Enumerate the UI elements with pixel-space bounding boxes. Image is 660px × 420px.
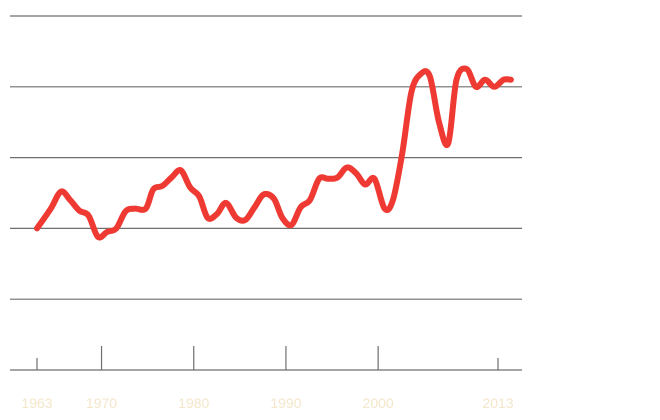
x-tick-label-2000: 2000 xyxy=(363,395,394,411)
x-axis: 1963 1970 1980 1990 2000 2013 xyxy=(10,346,522,411)
series-layer xyxy=(34,65,514,241)
x-tick-label-1970: 1970 xyxy=(86,395,117,411)
x-tick-label-2013: 2013 xyxy=(482,395,513,411)
x-tick-label-1963: 1963 xyxy=(21,395,52,411)
series-line-0 xyxy=(34,65,514,241)
gridlines xyxy=(10,15,522,300)
x-tick-label-1990: 1990 xyxy=(270,395,301,411)
x-tick-label-1980: 1980 xyxy=(178,395,209,411)
